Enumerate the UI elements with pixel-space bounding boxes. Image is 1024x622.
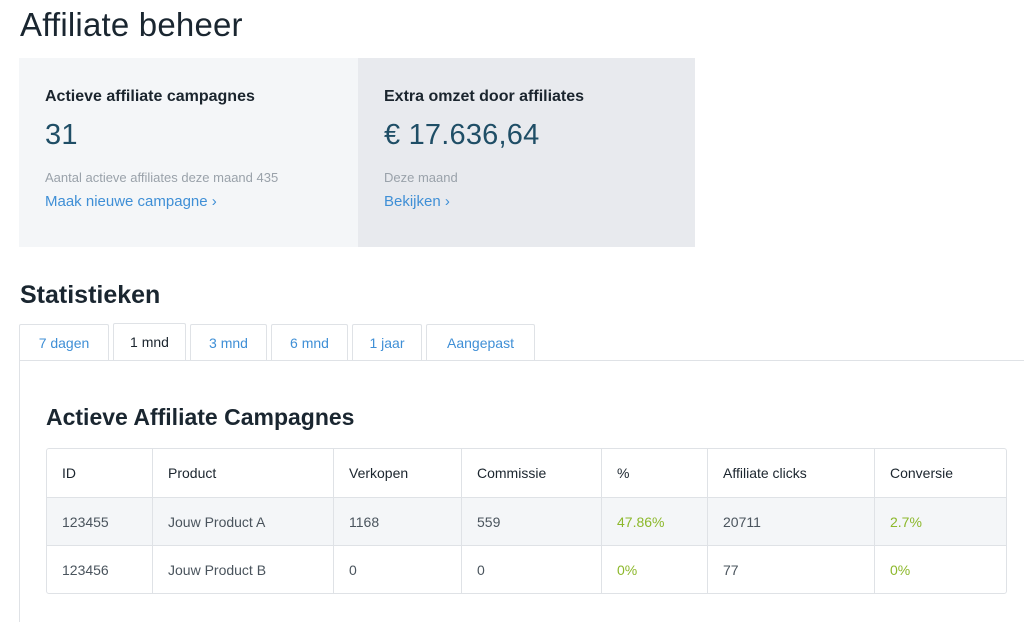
tab-custom[interactable]: Aangepast xyxy=(426,324,535,360)
statistics-panel xyxy=(19,360,1024,622)
card-title: Extra omzet door affiliates xyxy=(384,88,585,105)
tab-7-days[interactable]: 7 dagen xyxy=(19,324,109,360)
column-header-clicks: Affiliate clicks xyxy=(708,449,875,497)
cell-conversion: 2.7% xyxy=(875,497,1006,545)
tab-1-month[interactable]: 1 mnd xyxy=(113,323,186,360)
card-subtext: Deze maand xyxy=(384,170,458,185)
column-header-conversion: Conversie xyxy=(890,465,954,481)
column-header-commission: Commissie xyxy=(462,449,602,497)
card-subtext: Aantal actieve affiliates deze maand 435 xyxy=(45,170,279,185)
cell-percent: 47.86% xyxy=(602,497,708,545)
cell-sales: 1168 xyxy=(334,497,462,545)
view-revenue-link[interactable]: Bekijken › xyxy=(384,193,450,210)
tab-1-year[interactable]: 1 jaar xyxy=(352,324,422,360)
cell-id: 123455 xyxy=(47,497,153,545)
card-value: € 17.636,64 xyxy=(384,119,540,151)
new-campaign-link[interactable]: Maak nieuwe campagne › xyxy=(45,193,217,210)
cell-sales: 0 xyxy=(334,545,462,593)
cell-percent: 0% xyxy=(602,545,708,593)
campaigns-table-title: Actieve Affiliate Campagnes xyxy=(46,404,355,430)
card-title: Actieve affiliate campagnes xyxy=(45,88,255,105)
column-header-percent: % xyxy=(602,449,708,497)
tab-6-months[interactable]: 6 mnd xyxy=(271,324,348,360)
page-title: Affiliate beheer xyxy=(20,6,243,43)
table-row[interactable]: 123455 Jouw Product A 1168 559 47.86% 20… xyxy=(47,497,1006,545)
cell-id: 123456 xyxy=(47,545,153,593)
summary-cards: Actieve affiliate campagnes 31 Aantal ac… xyxy=(19,58,695,247)
cell-clicks: 77 xyxy=(708,545,875,593)
tab-3-months[interactable]: 3 mnd xyxy=(190,324,267,360)
table-row[interactable]: 123456 Jouw Product B 0 0 0% 77 0% xyxy=(47,545,1006,593)
table-header-row: ID Product Verkopen Commissie % Affiliat… xyxy=(47,449,1006,497)
card-value: 31 xyxy=(45,119,78,151)
statistics-title: Statistieken xyxy=(20,281,161,309)
column-header-id: ID xyxy=(47,449,153,497)
period-tabs: 7 dagen 1 mnd 3 mnd 6 mnd 1 jaar Aangepa… xyxy=(19,323,539,361)
card-extra-revenue: Extra omzet door affiliates € 17.636,64 … xyxy=(358,58,695,247)
campaigns-table: ID Product Verkopen Commissie % Affiliat… xyxy=(46,448,1007,594)
column-header-sales: Verkopen xyxy=(334,449,462,497)
cell-conversion: 0% xyxy=(875,545,1006,593)
column-header-product: Product xyxy=(153,449,334,497)
cell-product: Jouw Product B xyxy=(153,545,334,593)
cell-product: Jouw Product A xyxy=(153,497,334,545)
cell-clicks: 20711 xyxy=(708,497,875,545)
cell-commission: 559 xyxy=(462,497,602,545)
cell-commission: 0 xyxy=(462,545,602,593)
card-active-campaigns: Actieve affiliate campagnes 31 Aantal ac… xyxy=(19,58,358,247)
